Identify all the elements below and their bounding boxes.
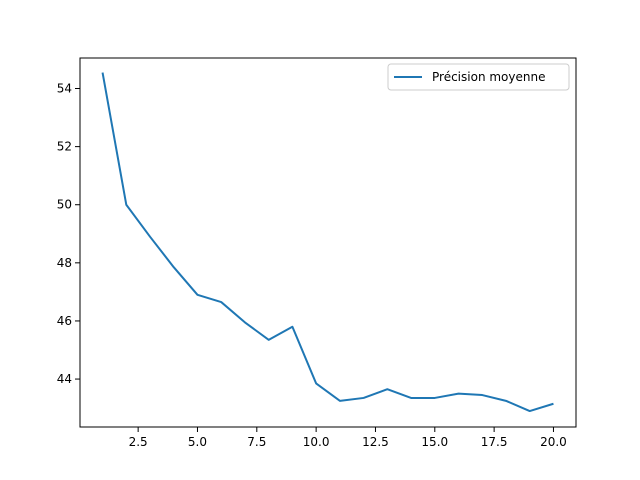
y-tick-label: 44 — [57, 372, 72, 386]
axes-frame — [79, 57, 577, 428]
plot-area — [101, 72, 554, 413]
x-tick-label: 10.0 — [303, 435, 330, 449]
x-tick-label: 2.5 — [129, 435, 148, 449]
x-tick-label: 20.0 — [540, 435, 567, 449]
axes: 2.5 5.0 7.5 10.0 12.5 15.0 17.5 20.0 44 46 48 50 52 5… — [57, 57, 577, 449]
x-tick-label: 5.0 — [188, 435, 207, 449]
y-tick-label: 46 — [57, 314, 72, 328]
y-tick-label: 50 — [57, 198, 72, 212]
x-tick-label: 12.5 — [362, 435, 389, 449]
legend-label: Précision moyenne — [432, 70, 545, 84]
y-tick-label: 54 — [57, 82, 72, 96]
series-line-0 — [101, 72, 554, 413]
legend-box — [387, 63, 570, 91]
x-tick-label: 15.0 — [421, 435, 448, 449]
x-tick-label: 7.5 — [247, 435, 266, 449]
y-tick-label: 52 — [57, 140, 72, 154]
y-tick-label: 48 — [57, 256, 72, 270]
x-tick-label: 17.5 — [481, 435, 508, 449]
legend: Précision moyenne — [387, 63, 570, 91]
